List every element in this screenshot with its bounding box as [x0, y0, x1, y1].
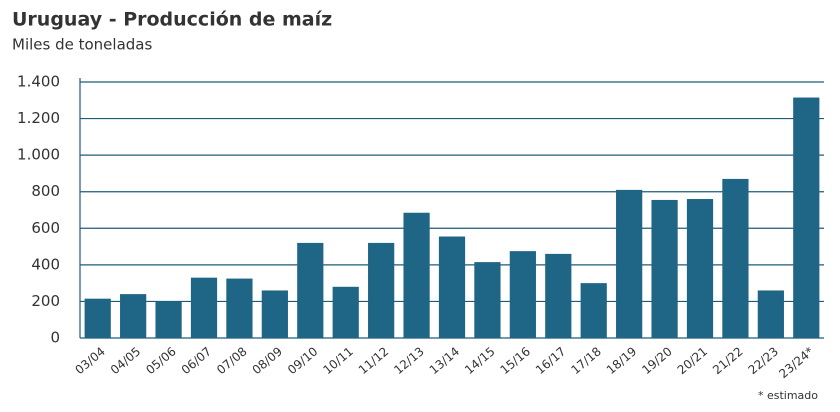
bar — [793, 97, 820, 339]
bar — [403, 212, 430, 338]
bar — [120, 294, 147, 338]
bar — [722, 178, 749, 338]
x-tick-label: 21/22 — [710, 344, 745, 377]
x-tick-label: 18/19 — [604, 344, 639, 377]
bar — [509, 251, 536, 338]
x-tick-label: 09/10 — [285, 344, 320, 377]
bar — [686, 199, 714, 338]
x-tick-label: 17/18 — [568, 344, 603, 377]
x-tick-label: 10/11 — [320, 344, 355, 377]
x-tick-label: 11/12 — [356, 344, 391, 377]
bar — [84, 298, 111, 338]
bar — [155, 301, 182, 338]
x-tick-label: 16/17 — [533, 344, 568, 377]
y-tick-label: 800 — [31, 182, 60, 200]
y-tick-label: 400 — [31, 255, 60, 273]
x-tick-label: 03/04 — [72, 344, 107, 377]
x-tick-label: 12/13 — [391, 344, 426, 377]
bar — [332, 286, 359, 338]
x-tick-label: 19/20 — [639, 344, 674, 377]
y-tick-label: 600 — [31, 219, 60, 237]
bar — [616, 189, 643, 338]
x-tick-label: 14/15 — [462, 344, 497, 377]
bar — [757, 290, 784, 338]
x-tick-label: 22/23 — [746, 344, 781, 377]
x-tick-label: 05/06 — [143, 344, 178, 377]
x-tick-label: 06/07 — [179, 344, 214, 377]
bar — [297, 242, 324, 338]
bar — [545, 253, 572, 338]
chart-title: Uruguay - Producción de maíz — [12, 9, 332, 31]
annotation: * estimado — [758, 389, 818, 402]
bar — [438, 236, 466, 338]
y-tick-label: 200 — [31, 292, 60, 310]
bar — [368, 242, 395, 338]
x-tick-label: 15/16 — [498, 344, 533, 377]
bar — [474, 262, 501, 338]
y-tick-label: 1.200 — [17, 109, 60, 127]
y-tick-label: 0 — [50, 329, 60, 347]
x-tick-label: 04/05 — [108, 344, 143, 377]
bar — [190, 277, 218, 338]
y-tick-label: 1.000 — [17, 146, 60, 164]
bar — [226, 278, 253, 338]
chart-subtitle: Miles de toneladas — [12, 36, 152, 54]
x-tick-label: 07/08 — [214, 344, 249, 377]
x-tick-label: 20/21 — [675, 344, 710, 377]
bar — [651, 199, 678, 338]
bar — [580, 283, 607, 338]
bar — [261, 290, 288, 338]
x-tick-label: 23/24* — [776, 344, 816, 381]
x-tick-label: 13/14 — [427, 344, 462, 377]
y-tick-label: 1.400 — [17, 73, 60, 91]
x-tick-label: 08/09 — [250, 344, 285, 377]
